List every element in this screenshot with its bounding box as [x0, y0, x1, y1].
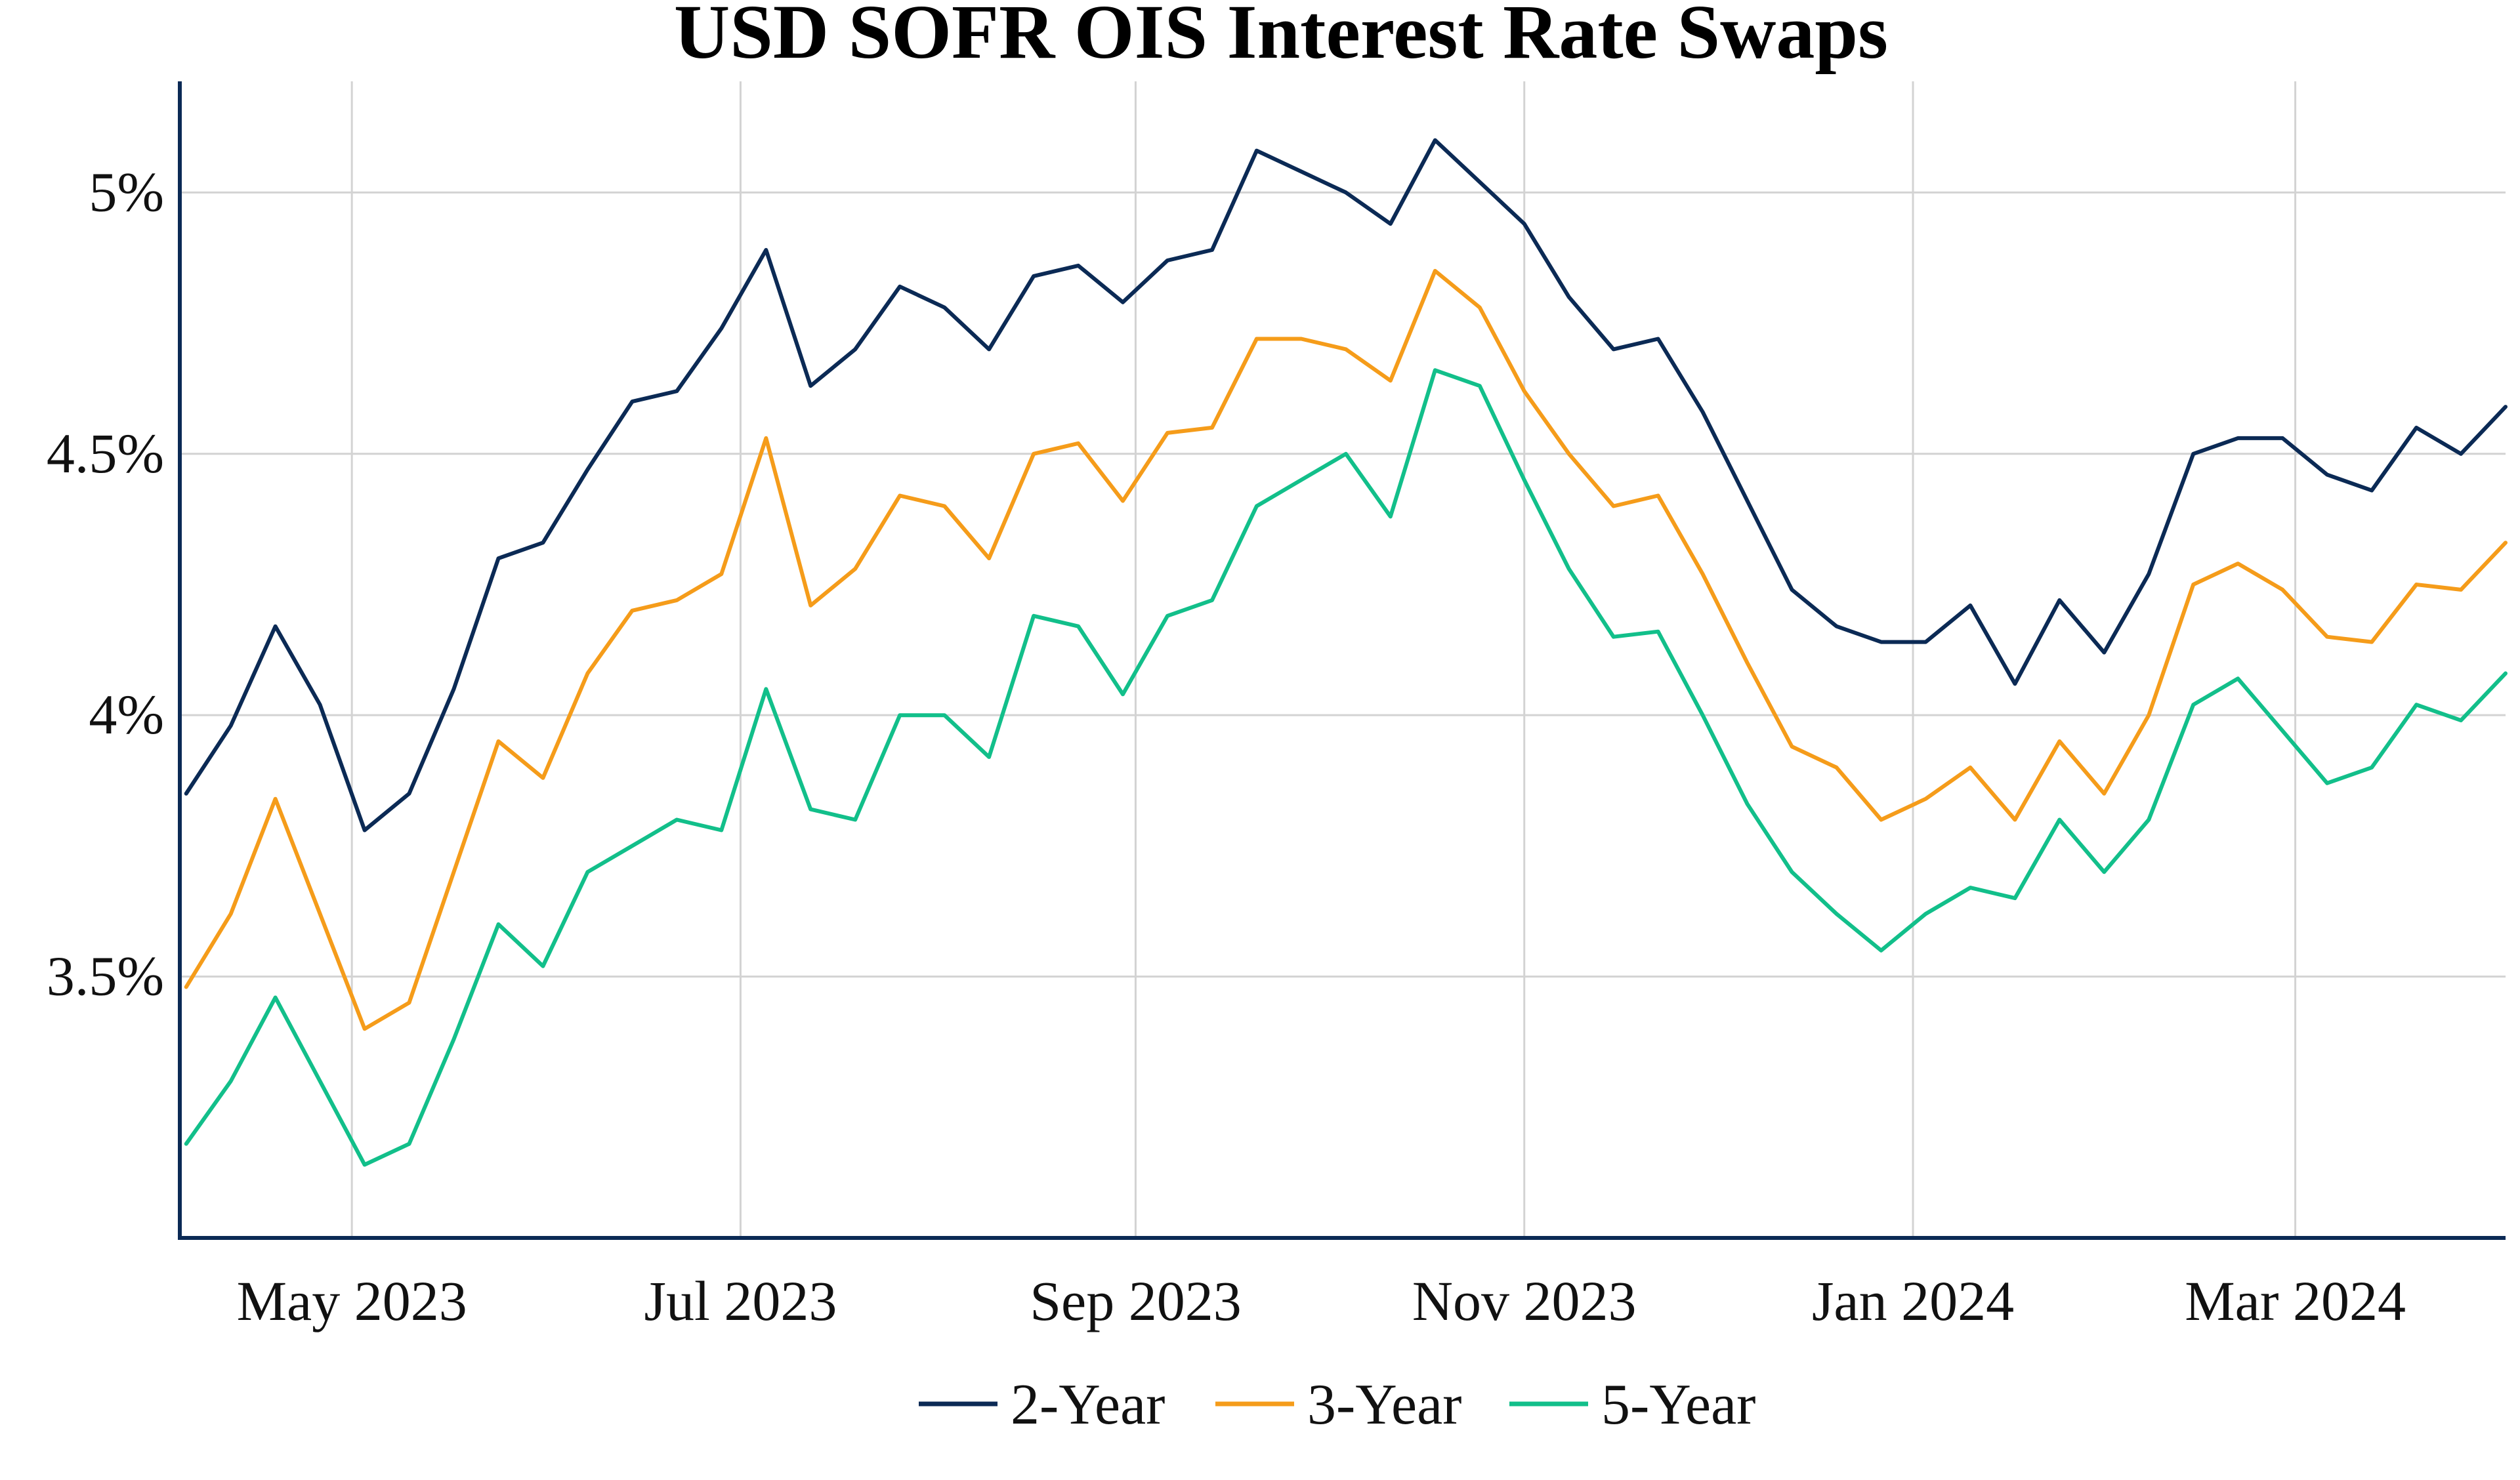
x-tick-label: May 2023	[237, 1269, 467, 1332]
gridlines	[180, 81, 2506, 1238]
y-tick-label: 4.5%	[47, 422, 164, 485]
y-tick-label: 3.5%	[47, 945, 164, 1008]
legend-item-2-year: 2-Year	[919, 1373, 1165, 1437]
legend-item-5-year: 5-Year	[1509, 1373, 1755, 1437]
series-lines	[184, 138, 2508, 1167]
x-tick-label: Mar 2024	[2185, 1269, 2406, 1332]
x-tick-label: Jul 2023	[644, 1269, 837, 1332]
y-tick-label: 5%	[89, 160, 164, 223]
series-line-2-year	[184, 138, 2508, 832]
x-tick-label: Sep 2023	[1030, 1269, 1242, 1332]
x-tick-label: Jan 2024	[1812, 1269, 2014, 1332]
legend-item-3-year: 3-Year	[1215, 1373, 1461, 1437]
series-line-3-year	[184, 268, 2508, 1031]
x-axis-ticks: May 2023 Jul 2023 Sep 2023 Nov 2023 Jan 2024…	[237, 1269, 2406, 1332]
legend-label: 5-Year	[1601, 1373, 1755, 1437]
x-tick-label: Nov 2023	[1412, 1269, 1637, 1332]
legend-label: 2-Year	[1011, 1373, 1165, 1437]
series-line-5-year	[184, 368, 2508, 1167]
y-tick-label: 4%	[89, 683, 164, 746]
chart-title: USD SOFR OIS Interest Rate Swaps	[674, 0, 1888, 75]
legend: 2-Year 3-Year 5-Year	[919, 1373, 1755, 1437]
y-axis-ticks: 3.5% 4% 4.5% 5%	[47, 160, 164, 1007]
legend-label: 3-Year	[1307, 1373, 1461, 1437]
